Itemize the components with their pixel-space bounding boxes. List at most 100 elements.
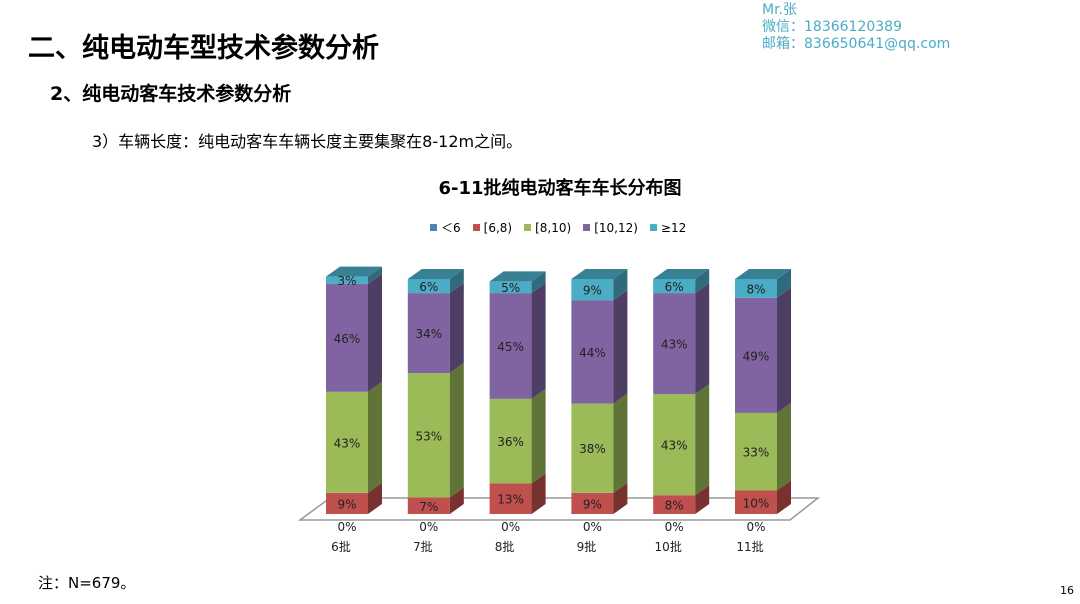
bar-segment xyxy=(326,492,368,514)
bar-segment-side xyxy=(777,287,791,413)
data-label: 43% xyxy=(661,439,688,453)
bar-segment xyxy=(571,403,614,493)
data-label: 0% xyxy=(419,520,438,534)
bar-segment xyxy=(571,300,614,404)
bar-top xyxy=(407,269,464,279)
data-label: 3% xyxy=(337,274,356,288)
data-label: 0% xyxy=(583,520,602,534)
bar-segment-side xyxy=(777,480,791,514)
page-title: 二、纯电动车型技术参数分析 xyxy=(28,33,379,64)
data-label: 34% xyxy=(415,327,442,341)
bar-segment-side xyxy=(449,283,464,373)
contact-name: Mr.张 xyxy=(762,2,797,18)
bar-top xyxy=(571,269,628,279)
bar-segment xyxy=(407,279,450,294)
bar-segment-side xyxy=(613,290,628,404)
data-label: 7% xyxy=(419,500,438,514)
bar-segment-side xyxy=(695,269,710,294)
chart-legend: ＜6 [6,8) [8,10) [10,12) ≥12 xyxy=(430,219,686,236)
data-label: 8% xyxy=(746,282,765,296)
bar-top xyxy=(735,269,791,279)
bar-segment-side xyxy=(531,473,546,514)
legend-label: [10,12) xyxy=(594,220,638,235)
category-label: 6批 xyxy=(331,539,351,554)
bar-segment-side xyxy=(449,487,464,514)
data-label: 6% xyxy=(665,280,684,294)
data-label: 10% xyxy=(743,496,770,510)
category-label: 8批 xyxy=(495,539,515,554)
data-label: 36% xyxy=(497,435,524,449)
bar-segment-side xyxy=(695,283,710,395)
legend-swatch xyxy=(583,224,591,231)
data-label: 0% xyxy=(746,520,765,534)
bar-segment xyxy=(653,279,696,294)
bar-segment-side xyxy=(777,402,791,491)
legend-item: ＜6 xyxy=(430,219,461,236)
legend-label: ≥12 xyxy=(660,220,687,235)
data-label: 0% xyxy=(501,520,520,534)
contact-info: Mr.张 微信：18366120389 邮箱：836650641@qq.com xyxy=(762,2,950,53)
data-label: 43% xyxy=(334,436,361,450)
data-label: 9% xyxy=(583,497,602,511)
category-label: 7批 xyxy=(413,539,433,554)
bar-segment-side xyxy=(613,393,628,493)
data-label: 38% xyxy=(579,442,606,456)
bar-segment xyxy=(407,373,450,498)
bar-segment xyxy=(571,492,614,514)
bar-segment xyxy=(326,283,368,392)
legend-item: [8,10) xyxy=(524,219,571,236)
bar-segment xyxy=(407,293,450,373)
bar-top xyxy=(489,271,546,282)
data-label: 9% xyxy=(337,497,356,511)
bar-segment-side xyxy=(695,384,710,496)
bar-segment-side xyxy=(368,273,382,392)
legend-swatch xyxy=(524,224,532,231)
legend-label: ＜6 xyxy=(441,221,461,235)
bar-segment-side xyxy=(449,363,464,498)
bar-segment xyxy=(489,483,532,514)
bar-segment xyxy=(326,391,368,493)
bar-segment xyxy=(653,293,696,395)
legend-label: [8,10) xyxy=(535,220,572,235)
contact-wechat: 微信：18366120389 xyxy=(762,19,902,35)
data-label: 33% xyxy=(743,446,770,460)
bar-segment-side xyxy=(777,269,791,298)
bar-top xyxy=(326,266,382,277)
data-label: 0% xyxy=(665,520,684,534)
footnote: 注：N=679。 xyxy=(38,574,136,592)
legend-swatch xyxy=(430,224,437,231)
legend-swatch xyxy=(649,224,657,231)
bar-segment-side xyxy=(449,269,464,294)
legend-item: ≥12 xyxy=(649,219,687,236)
bar-segment xyxy=(653,394,696,496)
bar-segment-side xyxy=(613,269,628,301)
category-label: 10批 xyxy=(655,539,682,554)
page-number: 16 xyxy=(1060,584,1074,597)
bar-top xyxy=(653,269,710,279)
bar-segment xyxy=(735,279,777,298)
bar-segment xyxy=(571,279,614,301)
data-label: 8% xyxy=(665,499,684,513)
bar-segment xyxy=(489,293,532,399)
bar-segment xyxy=(489,281,532,294)
bar-segment xyxy=(326,276,368,284)
contact-email: 邮箱：836650641@qq.com xyxy=(762,36,951,52)
bar-segment-side xyxy=(531,388,546,484)
data-label: 43% xyxy=(661,338,688,352)
point-text: 3）车辆长度：纯电动客车车辆长度主要集聚在8-12m之间。 xyxy=(92,132,523,151)
legend-swatch xyxy=(472,224,480,231)
bar-segment xyxy=(735,412,777,491)
bar-segment-side xyxy=(695,485,710,514)
data-label: 53% xyxy=(415,429,442,443)
bar-segment-side xyxy=(613,482,628,514)
legend-item: [6,8) xyxy=(472,219,512,236)
chart-title: 6-11批纯电动客车车长分布图 xyxy=(438,178,682,199)
bar-segment xyxy=(735,297,777,413)
bar-segment-side xyxy=(368,482,382,514)
bar-segment-side xyxy=(531,271,546,294)
bar-segment-side xyxy=(531,283,546,399)
category-label: 11批 xyxy=(736,539,763,554)
bar-segment xyxy=(489,398,532,484)
data-label: 13% xyxy=(497,493,524,507)
